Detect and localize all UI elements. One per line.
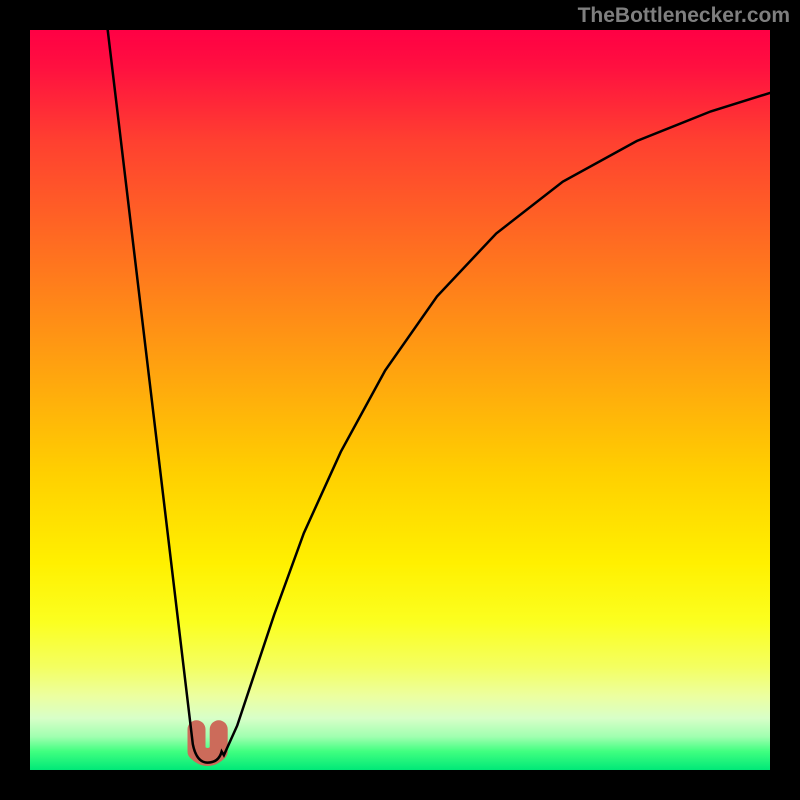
chart-frame: TheBottlenecker.com bbox=[0, 0, 800, 800]
watermark-text: TheBottlenecker.com bbox=[578, 4, 790, 28]
chart-svg bbox=[30, 30, 770, 770]
plot-area bbox=[30, 30, 770, 770]
gradient-background bbox=[30, 30, 770, 770]
